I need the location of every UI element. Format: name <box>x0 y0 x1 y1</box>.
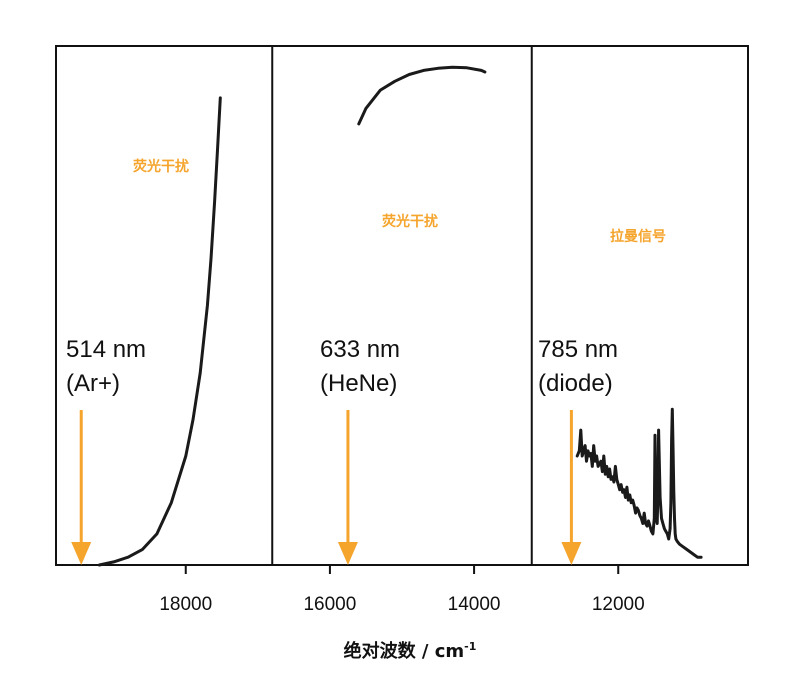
panel-2: 荧光干扰 633 nm (HeNe) <box>271 46 487 565</box>
spectrum-line-1 <box>97 96 222 567</box>
laser-source-label: (HeNe) <box>320 370 397 397</box>
laser-wavelength-label: 514 nm <box>66 336 146 363</box>
panels-layer: 荧光干扰 514 nm (Ar+) 荧光干扰 633 nm (HeNe) 拉曼信号 785 n… <box>55 45 749 567</box>
x-axis: 18000 16000 14000 12000 <box>159 565 645 615</box>
laser-source-label: (Ar+) <box>66 370 120 397</box>
excitation-arrow-head <box>337 542 358 565</box>
spectrum-line-3 <box>575 407 703 559</box>
laser-wavelength-label: 785 nm <box>538 336 618 363</box>
x-tick-label: 16000 <box>303 594 356 615</box>
laser-wavelength-label: 633 nm <box>320 336 400 363</box>
x-tick-label: 12000 <box>592 594 645 615</box>
excitation-arrow-head <box>561 542 582 565</box>
laser-source-label: (diode) <box>538 370 613 397</box>
x-tick-label: 14000 <box>448 594 501 615</box>
spectrum-line-2 <box>357 65 487 126</box>
x-tick-label: 18000 <box>159 594 212 615</box>
panel-annotation: 荧光干扰 <box>133 158 189 175</box>
excitation-arrow-head <box>71 542 92 565</box>
panel-3: 拉曼信号 785 nm (diode) <box>530 46 703 565</box>
panel-annotation: 荧光干扰 <box>382 213 438 230</box>
x-axis-title: 绝对波数 / cm-1 <box>344 640 477 662</box>
plot-frame <box>55 45 749 566</box>
panel-1: 荧光干扰 514 nm (Ar+) <box>66 96 222 567</box>
panel-annotation: 拉曼信号 <box>610 228 666 245</box>
